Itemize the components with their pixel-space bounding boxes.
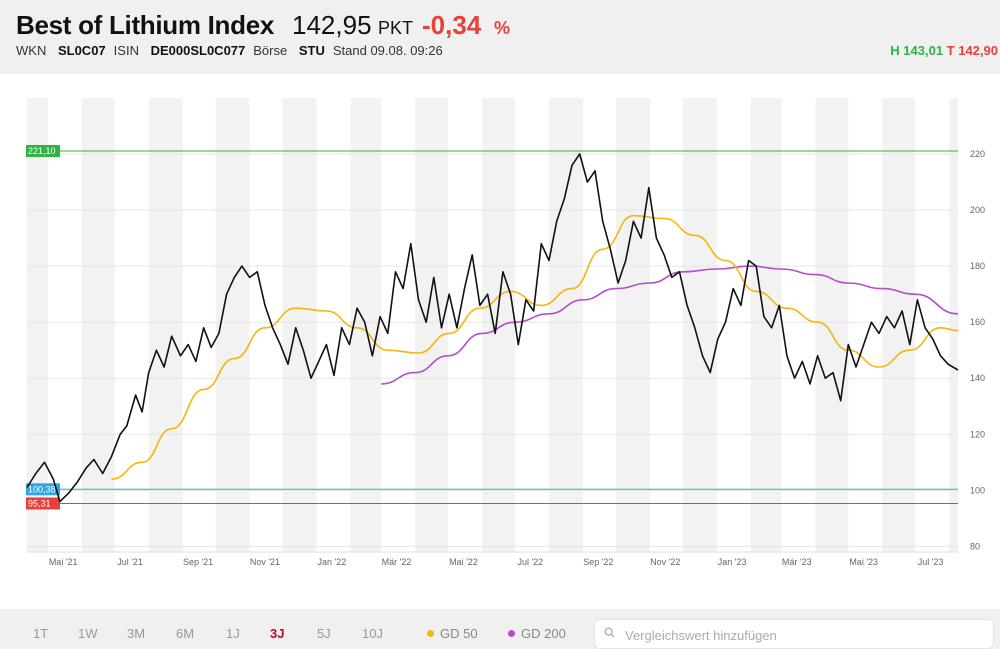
month-band [27,98,48,552]
y-tick-label: 200 [970,205,985,215]
x-tick-label: Nov '21 [250,557,280,567]
y-tick-label: 180 [970,261,985,271]
month-band [949,98,958,552]
isin-value: DE000SL0C077 [150,43,246,58]
price-unit: PKT [378,18,414,38]
x-tick-label: Sep '22 [583,557,613,567]
x-tick-label: Mai '23 [849,557,878,567]
period-3m[interactable]: 3M [127,626,146,641]
index-title: Best of Lithium Index [16,10,275,40]
series-line-price [26,153,959,503]
period-5j[interactable]: 5J [317,626,331,641]
last-price: 142,95 [292,10,372,40]
period-1j[interactable]: 1J [226,626,240,641]
reference-label: 221,10 [28,146,56,156]
month-band [415,98,449,552]
month-band [815,98,849,552]
chart-controls: 1T 1W 3M 6M 1J 3J 5J 10J GD 50 GD 200 [0,609,1000,649]
reference-label-box [26,483,60,496]
x-tick-label: Mär '22 [382,557,412,567]
month-band [882,98,916,552]
exchange-value: STU [298,43,325,58]
quote-header: Best of Lithium Index 142,95 PKT -0,34 %… [0,0,1000,74]
chart-area[interactable]: 80 100 120 140 160 180 200 220 Mai '21 Jul '21 Sep… [0,74,1000,609]
y-tick-label: 160 [970,317,985,327]
indicator-dot-icon [427,630,434,637]
period-1w[interactable]: 1W [78,626,98,641]
compare-search-input[interactable] [623,624,987,646]
x-tick-label: Mai '22 [449,557,478,567]
month-band [615,98,650,552]
y-tick-label: 140 [970,373,985,383]
indicator-gd-200[interactable]: GD 200 [508,626,566,641]
y-tick-label: 100 [970,485,985,495]
month-band [482,98,515,552]
y-tick-label: 220 [970,149,985,159]
reference-label: 100,38 [28,484,56,494]
price-change: -0,34 [422,10,482,40]
y-tick-label: 80 [970,541,980,551]
period-3j[interactable]: 3J [270,626,285,641]
indicator-gd-50[interactable]: GD 50 [427,626,478,641]
period-1t[interactable]: 1T [33,626,49,641]
indicator-dot-icon [508,630,515,637]
compare-search[interactable] [594,619,994,649]
x-tick-label: Jul '23 [918,557,944,567]
wkn-value: SL0C07 [57,43,106,58]
month-band [548,98,583,552]
month-band [682,98,717,552]
period-10j[interactable]: 10J [362,626,383,641]
series-line-gd200 [381,265,959,385]
series-line-gd50 [111,214,959,480]
reference-label-box [26,497,60,510]
x-tick-label: Jul '21 [117,557,143,567]
day-high: H 143,01 [890,43,944,58]
search-icon [604,627,615,638]
reference-label-box [26,144,60,157]
price-change-unit: % [494,18,511,38]
x-tick-label: Nov '22 [650,557,680,567]
indicator-label: GD 200 [521,626,566,641]
price-chart[interactable]: 80 100 120 140 160 180 200 220 Mai '21 Jul '21 Sep… [0,74,1000,609]
x-tick-label: Jan '23 [718,557,747,567]
x-tick-label: Jul '22 [517,557,543,567]
reference-label: 95,31 [28,498,51,508]
x-tick-label: Sep '21 [183,557,213,567]
indicator-label: GD 50 [440,626,478,641]
x-tick-label: Mai '21 [49,557,78,567]
high-low: H 143,01 T 142,90 [890,43,998,58]
day-low: T 142,90 [946,43,998,58]
month-band [148,98,183,552]
instrument-meta: WKN SL0C07 ISIN DE000SL0C077 Börse STU Stan… [16,43,451,58]
month-band [81,98,115,552]
period-6m[interactable]: 6M [176,626,195,641]
y-tick-label: 120 [970,429,985,439]
month-band [282,98,317,552]
timestamp: Stand 09.08. 09:26 [332,43,443,58]
exchange-label: Börse [253,43,288,58]
wkn-label: WKN [16,43,47,58]
x-tick-label: Mär '23 [782,557,812,567]
month-band [750,98,782,552]
isin-label: ISIN [113,43,139,58]
x-tick-label: Jan '22 [317,557,346,567]
